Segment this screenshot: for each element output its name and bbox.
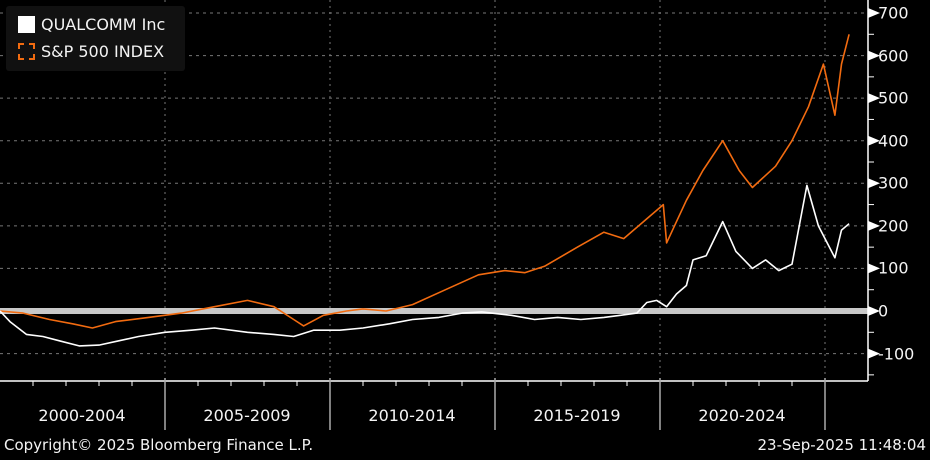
y-tick-label: 500 [878, 88, 909, 108]
legend-label: S&P 500 INDEX [41, 42, 165, 61]
axes [0, 0, 880, 430]
x-category-label: 2005-2009 [203, 406, 291, 425]
y-tick-label: 200 [878, 216, 909, 236]
y-tick-marker [868, 93, 880, 104]
y-tick-label: 0 [878, 301, 889, 321]
y-tick-label: 300 [878, 173, 909, 193]
y-tick-marker [868, 306, 880, 316]
y-tick-marker [868, 50, 880, 61]
x-category-label: 2015-2019 [533, 406, 621, 425]
x-category-label: 2010-2014 [368, 406, 456, 425]
y-tick-marker [868, 220, 880, 231]
y-tick-marker [868, 135, 880, 146]
y-tick-label: 600 [878, 46, 909, 66]
y-tick-label: 100 [878, 258, 909, 278]
series-line-qualcomm-inc [0, 184, 850, 347]
series-group [0, 34, 850, 347]
y-tick-marker [868, 348, 880, 359]
legend: QUALCOMM Inc S&P 500 INDEX [6, 6, 185, 71]
copyright: Copyright© 2025 Bloomberg Finance L.P. [4, 436, 314, 454]
legend-item-sp500: S&P 500 INDEX [18, 42, 164, 61]
y-tick-marker [868, 8, 880, 18]
y-tick-label: 700 [878, 3, 909, 23]
x-category-label: 2000-2004 [38, 406, 126, 425]
x-category-label: 2020-2024 [698, 406, 786, 425]
legend-swatch-orange [18, 43, 35, 60]
y-tick-label: -100 [878, 344, 915, 364]
y-tick-label: 400 [878, 131, 909, 151]
legend-label: QUALCOMM Inc [41, 15, 166, 34]
series-line-s-p-500-index [0, 34, 850, 329]
legend-swatch-white [18, 16, 35, 33]
y-tick-marker [868, 263, 880, 274]
timestamp: 23-Sep-2025 11:48:04 [757, 436, 927, 454]
y-tick-marker [868, 178, 880, 189]
legend-item-qualcomm: QUALCOMM Inc [18, 15, 165, 34]
